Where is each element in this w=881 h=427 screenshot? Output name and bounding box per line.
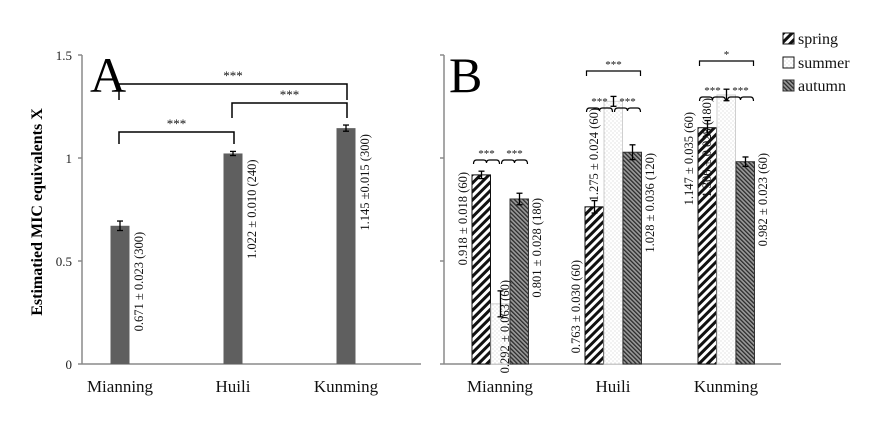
- panel-b-significance-label: ***: [704, 85, 721, 97]
- panel-b-data-label: 1.275 ± 0.024 (60): [587, 108, 601, 201]
- panel-b-significance-label: ***: [506, 148, 523, 160]
- panel-b-significance-label: ***: [619, 96, 636, 108]
- panel-b-category-label: Kunming: [694, 377, 759, 396]
- panel-b-data-label: 0.292 ± 0.063 (60): [498, 280, 512, 373]
- y-axis-label: Estimatied MIC equivalents X: [29, 108, 46, 316]
- panel-b-bar-autumn: [735, 161, 755, 365]
- panel-b-significance-bracket-outer: [585, 70, 642, 76]
- panel-b-bar-autumn: [622, 151, 642, 365]
- panel-a-significance-bracket: [118, 131, 235, 144]
- panel-a-category-label: Huili: [216, 377, 251, 396]
- panel-b-significance-label: ***: [605, 59, 622, 71]
- panel-b-significance-label: ***: [478, 148, 495, 160]
- panel-a-y-tick-label: 1.5: [56, 48, 72, 63]
- panel-b-category-label: Huili: [596, 377, 631, 396]
- panel-a-data-label: 1.022 ± 0.010 (240): [245, 159, 259, 259]
- panel-b-significance-bracket: [585, 107, 614, 113]
- panel-b-data-label: 1.147 ± 0.035 (60): [682, 112, 696, 205]
- panel-a-category-label: Mianning: [87, 377, 154, 396]
- panel-b-significance-bracket: [500, 159, 529, 165]
- panel-a-significance-label: ***: [280, 87, 300, 102]
- panel-a-bar: [110, 225, 130, 364]
- legend-item-autumn: autumn: [782, 78, 846, 95]
- legend-item-summer: summer: [782, 55, 850, 72]
- panel-b-significance-bracket: [472, 159, 501, 165]
- panel-label-a: A: [90, 47, 126, 103]
- panel-a-significance-bracket: [231, 102, 348, 118]
- panel-label-b: B: [449, 47, 482, 103]
- panel-b-significance-label: ***: [732, 85, 749, 97]
- legend-label: autumn: [798, 78, 846, 95]
- panel-b-bar-spring: [584, 206, 604, 365]
- panel-b-data-label: 1.306 ± 0.028 (180): [700, 98, 714, 198]
- panel-b-significance-bracket: [613, 107, 642, 113]
- panel-a-significance-label: ***: [167, 116, 187, 131]
- panel-b-data-label: 1.028 ± 0.036 (120): [643, 153, 657, 253]
- panel-a-bar: [336, 128, 356, 364]
- legend-label: summer: [798, 55, 850, 72]
- legend: spring summer autumn: [782, 31, 850, 95]
- panel-b-bar-summer: [603, 100, 623, 365]
- panel-b-significance-label: ***: [591, 96, 608, 108]
- legend-item-spring: spring: [782, 31, 838, 48]
- panel-a-y-tick-label: 0.5: [56, 254, 72, 269]
- panel-a-significance-bracket: [118, 83, 348, 100]
- panel-b-data-label: 0.918 ± 0.018 (60): [456, 172, 470, 265]
- legend-swatch-autumn: [782, 79, 795, 92]
- panel-b-bar-spring: [471, 174, 491, 365]
- panel-b-significance-bracket: [698, 96, 727, 102]
- panel-b-category-label: Mianning: [467, 377, 534, 396]
- panel-b-bar-autumn: [509, 198, 529, 365]
- panel-a-y-tick-label: 0: [66, 357, 73, 372]
- panel-a-data-label: 1.145 ±0.015 (300): [358, 134, 372, 230]
- panel-a-bar: [223, 153, 243, 364]
- legend-label: spring: [798, 31, 838, 48]
- panel-b-significance-bracket-outer: [698, 60, 755, 66]
- panel-a-category-label: Kunming: [314, 377, 379, 396]
- panel-a-data-label: 0.671 ± 0.023 (300): [132, 232, 146, 332]
- panel-b-significance-label: *: [724, 49, 730, 61]
- panel-b-significance-bracket: [726, 96, 755, 102]
- panel-b-data-label: 0.982 ± 0.023 (60): [756, 153, 770, 246]
- panel-a-significance-label: ***: [223, 68, 243, 83]
- legend-swatch-summer: [782, 56, 795, 69]
- panel-b-data-label: 0.801 ± 0.028 (180): [530, 198, 544, 298]
- legend-swatch-spring: [782, 32, 795, 45]
- panel-a-y-tick-label: 1: [66, 151, 73, 166]
- panel-b-bar-summer: [716, 94, 736, 365]
- panel-b-data-label: 0.763 ± 0.030 (60): [569, 260, 583, 353]
